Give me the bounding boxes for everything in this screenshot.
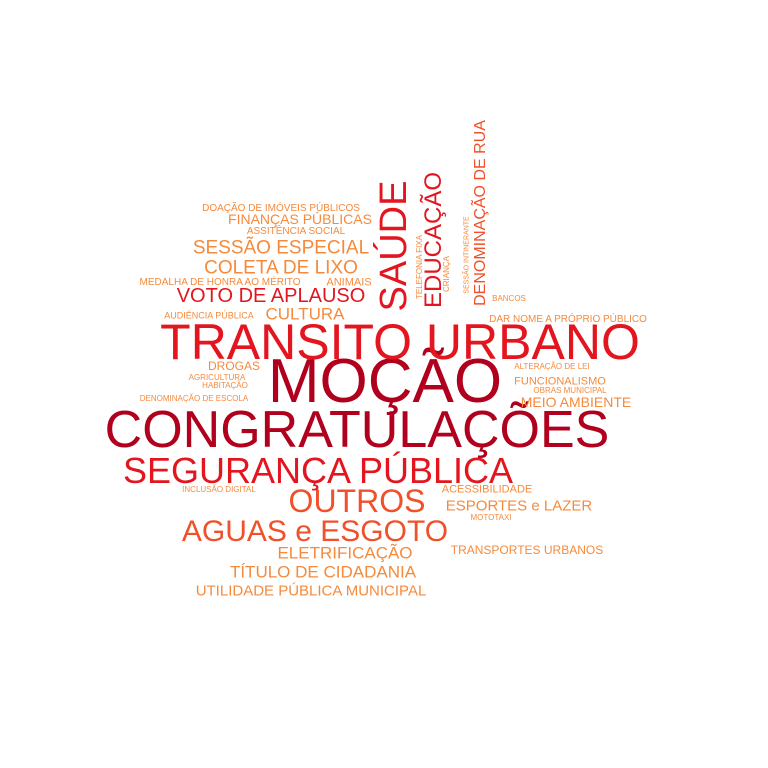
word-drogas: DROGAS <box>207 359 261 373</box>
word-esportes-e-lazer: ESPORTES e LAZER <box>445 497 593 515</box>
word-doacao-de-imoveis-publicos: DOAÇÃO DE IMÓVEIS PÚBLICOS <box>202 203 360 214</box>
word-meio-ambiente: MEIO AMBIENTE <box>520 394 632 410</box>
word-bancos: BANCOS <box>492 294 526 303</box>
word-financas-publicas: FINANÇAS PÚBLICAS <box>228 211 372 227</box>
word-mototaxi: MOTOTAXI <box>470 513 512 522</box>
word-denominacao-de-rua: DENOMINAÇÃO DE RUA <box>472 120 489 306</box>
word-congratulacoes: CONGRATULAÇÕES <box>104 401 610 459</box>
word-seguranca-publica: SEGURANÇA PÚBLICA <box>122 450 514 491</box>
word-dar-nome-a-proprio-publico: DAR NOME A PRÓPRIO PÚBLICO <box>489 314 647 325</box>
word-sessao-intinerante: SESSÃO INTINERANTE <box>463 216 471 294</box>
word-inclusao-digital: INCLUSÃO DIGITAL <box>182 485 256 494</box>
word-saude: SAÚDE <box>373 180 415 312</box>
word-sessao-especial: SESSÃO ESPECIAL <box>192 237 370 259</box>
word-habitacao: HABITAÇÃO <box>202 381 248 390</box>
word-telefonia-fixa: TELEFONIA FIXA <box>415 234 424 300</box>
word-medalha-de-honra-ao-merito: MEDALHA DE HONRA AO MÉRITO <box>139 277 301 288</box>
word-animais: ANIMAIS <box>326 276 372 289</box>
word-coleta-de-lixo: COLETA DE LIXO <box>204 257 358 279</box>
word-eletrificacao: ELETRIFICAÇÃO <box>277 543 413 563</box>
word-mocao: MOÇÃO <box>267 347 503 416</box>
word-utilidade-publica-municipal: UTILIDADE PÚBLICA MUNICIPAL <box>195 582 427 600</box>
word-agricultura: AGRICULTURA <box>188 373 246 382</box>
word-acessibilidade: ACESSIBILIDADE <box>441 483 533 496</box>
word-crianca: CRIANÇA <box>442 255 451 293</box>
word-assistencia-social: ASSITÊNCIA SOCIAL <box>246 226 346 237</box>
word-outros: OUTROS <box>288 483 426 519</box>
word-funcionalismo: FUNCIONALISMO <box>514 375 606 388</box>
word-voto-de-aplauso: VOTO DE APLAUSO <box>176 285 366 307</box>
word-aguas-e-esgoto: AGUAS e ESGOTO <box>181 515 449 548</box>
word-transportes-urbanos: TRANSPORTES URBANOS <box>450 543 604 557</box>
word-denominacao-de-escola: DENOMINAÇÃO DE ESCOLA <box>139 394 249 403</box>
word-cultura: CULTURA <box>265 304 345 324</box>
word-transito-urbano: TRANSITO URBANO <box>160 314 640 370</box>
word-titulo-de-cidadania: TÍTULO DE CIDADANIA <box>229 562 417 582</box>
word-audiencia-publica: AUDIÊNCIA PÚBLICA <box>164 310 254 321</box>
word-alteracao-de-lei: ALTERAÇÃO DE LEI <box>514 362 590 371</box>
word-obras-municipal: OBRAS MUNICIPAL <box>533 386 607 395</box>
